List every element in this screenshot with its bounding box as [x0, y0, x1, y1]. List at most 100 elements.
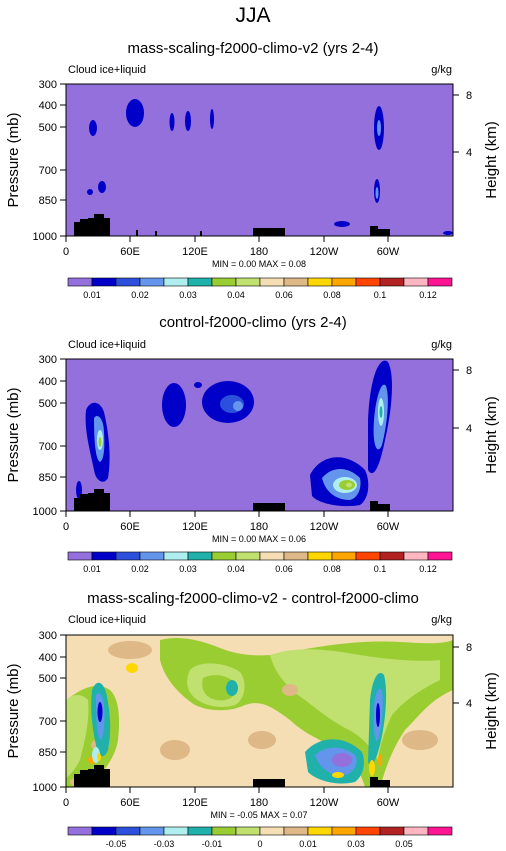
- cloud-feature: [210, 109, 214, 129]
- y-tick-label: 1000: [33, 231, 57, 243]
- cloud-feature: [194, 382, 202, 388]
- x-tick-label: 60E: [120, 246, 140, 258]
- topography: [74, 765, 110, 787]
- y-tick-label: 400: [39, 376, 57, 388]
- diff-feature: [126, 663, 138, 673]
- colorbar-label: -0.05: [106, 839, 127, 849]
- y-tick-label: 700: [39, 441, 57, 453]
- diff-feature: [332, 772, 344, 778]
- panel-title: mass-scaling-f2000-climo-v2 - control-f2…: [87, 590, 419, 607]
- y-tick-label: 300: [39, 79, 57, 91]
- y-tick-label: 850: [39, 472, 57, 484]
- x-tick-label: 0: [63, 521, 69, 533]
- x-tick-label: 120E: [182, 246, 208, 258]
- colorbar-swatch: [211, 826, 237, 836]
- cloud-feature: [185, 111, 191, 131]
- topography: [200, 231, 202, 236]
- x-tick-label: 180: [250, 246, 268, 258]
- x-tick-label: 180: [250, 797, 268, 809]
- y-tick-label: 500: [39, 673, 57, 685]
- cloud-feature: [379, 406, 383, 418]
- x-tick-label: 60W: [377, 246, 400, 258]
- y-tick-label: 850: [39, 747, 57, 759]
- colorbar-label: 0.06: [275, 564, 293, 574]
- y2-tick-label: 4: [466, 698, 472, 710]
- x-tick-label: 0: [63, 797, 69, 809]
- diff-feature: [402, 730, 438, 750]
- colorbar-label: 0.1: [374, 564, 387, 574]
- y-tick-label: 500: [39, 122, 57, 134]
- cloud-feature: [98, 181, 106, 193]
- colorbar-swatch: [115, 826, 141, 836]
- panel-title: control-f2000-climo (yrs 2-4): [159, 314, 347, 331]
- y2-axis-label: Height (km): [483, 672, 500, 750]
- colorbar-swatch: [139, 826, 165, 836]
- cloud-feature: [126, 99, 144, 127]
- colorbar-swatch: [283, 826, 309, 836]
- y-tick-label: 300: [39, 354, 57, 366]
- y2-axis-label: Height (km): [483, 121, 500, 199]
- colorbar-swatch: [235, 826, 261, 836]
- colorbar-label: 0.1: [374, 290, 387, 300]
- colorbar-label: 0.08: [323, 290, 341, 300]
- colorbar: -0.05 -0.03 -0.01 0 0.01 0.03 0.05: [67, 826, 453, 849]
- colorbar-label: 0.05: [395, 839, 413, 849]
- panel-title: mass-scaling-f2000-climo-v2 (yrs 2-4): [128, 40, 379, 57]
- field-label: Cloud ice+liquid: [68, 339, 146, 351]
- y2-tick-label: 8: [466, 365, 472, 377]
- y2-axis: 8 4 Height (km): [453, 90, 500, 199]
- diff-feature: [378, 754, 382, 766]
- diff-feature: [369, 760, 375, 776]
- colorbar-label: 0.03: [179, 290, 197, 300]
- colorbar-swatch: [307, 826, 333, 836]
- diff-feature: [282, 684, 298, 696]
- colorbar-label: 0.08: [323, 564, 341, 574]
- y-tick-label: 500: [39, 398, 57, 410]
- cloud-feature: [377, 120, 381, 136]
- plot-area: [65, 634, 454, 788]
- x-axis: 0 60E 120E 180 120W 60W: [63, 511, 400, 533]
- topography: [370, 226, 390, 236]
- x-axis: 0 60E 120E 180 120W 60W: [63, 236, 400, 258]
- plot-area: [65, 358, 454, 512]
- x-tick-label: 0: [63, 246, 69, 258]
- cloud-feature: [89, 120, 97, 136]
- colorbar-label: 0.02: [131, 564, 149, 574]
- x-tick-label: 120E: [182, 797, 208, 809]
- y-tick-label: 1000: [33, 506, 57, 518]
- topography: [136, 230, 138, 236]
- y-axis-label: Pressure (mb): [5, 663, 22, 758]
- colorbar-swatch: [163, 826, 189, 836]
- colorbar-label: 0: [257, 839, 262, 849]
- colorbar-swatch: [379, 826, 405, 836]
- topography: [74, 214, 110, 236]
- colorbar-swatch: [355, 826, 381, 836]
- x-tick-label: 60E: [120, 521, 140, 533]
- colorbar-swatch: [259, 826, 285, 836]
- units-label: g/kg: [431, 64, 452, 76]
- topography: [155, 231, 157, 236]
- colorbar: 0.01 0.02 0.03 0.04 0.06 0.08 0.1 0.12: [67, 551, 453, 574]
- y-tick-label: 700: [39, 716, 57, 728]
- x-tick-label: 60E: [120, 797, 140, 809]
- colorbar-label: -0.03: [154, 839, 175, 849]
- y2-axis: 8 4 Height (km): [453, 642, 500, 750]
- y-axis-label: Pressure (mb): [5, 387, 22, 482]
- cloud-feature: [346, 482, 352, 488]
- colorbar-label: -0.01: [202, 839, 223, 849]
- diff-feature: [270, 649, 440, 760]
- x-axis: 0 60E 120E 180 120W 60W: [63, 787, 400, 809]
- cloud-feature: [443, 231, 453, 235]
- topography: [370, 777, 390, 787]
- x-tick-label: 120E: [182, 521, 208, 533]
- cloud-feature: [334, 221, 350, 227]
- field-label: Cloud ice+liquid: [68, 614, 146, 626]
- colorbar-swatch: [67, 826, 93, 836]
- y-axis-label: Pressure (mb): [5, 112, 22, 207]
- diff-feature: [97, 702, 103, 722]
- cloud-feature: [375, 187, 379, 199]
- cloud-feature: [169, 113, 175, 131]
- y-tick-label: 850: [39, 195, 57, 207]
- x-tick-label: 120W: [310, 521, 339, 533]
